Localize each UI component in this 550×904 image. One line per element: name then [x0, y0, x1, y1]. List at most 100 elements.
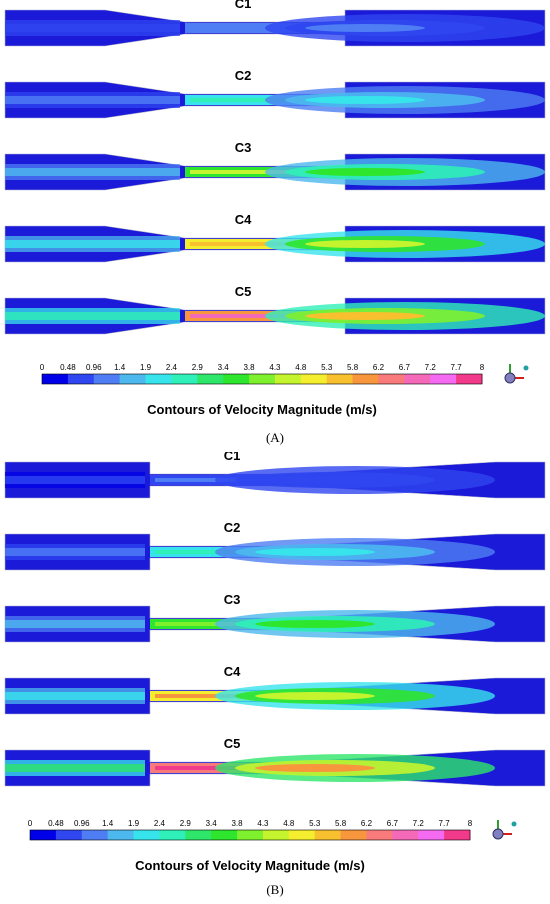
colorbar-segment — [444, 830, 471, 840]
colorbar-tick-label: 4.8 — [295, 363, 307, 372]
case-label: C3 — [224, 592, 241, 607]
contour-case-c4: C4 — [4, 664, 546, 715]
colorbar-title: Contours of Velocity Magnitude (m/s) — [147, 402, 377, 417]
colorbar-segment — [237, 830, 264, 840]
colorbar-tick-label: 1.4 — [114, 363, 126, 372]
colorbar-segment — [430, 374, 457, 384]
colorbar-segment — [145, 374, 172, 384]
colorbar-tick-label: 6.7 — [387, 819, 399, 828]
inlet-center — [5, 24, 180, 32]
colorbar-tick-label: 8 — [468, 819, 473, 828]
colorbar-tick-label: 0.48 — [60, 363, 76, 372]
contour-case-c1: C1 — [4, 452, 546, 499]
colorbar: 0 0.48 0.96 1.4 1.9 2.4 2.9 3.4 3.8 4.3 4.8 5.3 5.8 6… — [28, 819, 517, 873]
colorbar-segment — [392, 830, 419, 840]
colorbar-segment — [119, 374, 147, 384]
case-label: C2 — [235, 68, 252, 83]
colorbar-segment — [223, 374, 250, 384]
contour-case-c2: C2 — [4, 68, 546, 119]
colorbar-tick-label: 7.2 — [425, 363, 437, 372]
colorbar-tick-label: 5.3 — [309, 819, 321, 828]
colorbar-segment — [326, 374, 354, 384]
case-label: C2 — [224, 520, 241, 535]
colorbar-tick-label: 5.3 — [321, 363, 333, 372]
colorbar-tick-label: 2.4 — [166, 363, 178, 372]
colorbar-segment — [249, 374, 276, 384]
inlet-center — [5, 548, 145, 556]
outlet-plume-core — [255, 692, 375, 700]
inlet-center — [5, 96, 180, 104]
case-label: C5 — [224, 736, 241, 751]
contour-case-c1: C1 — [4, 0, 546, 47]
colorbar-segment — [67, 374, 95, 384]
colorbar-segment — [93, 374, 121, 384]
contour-case-c3: C3 — [4, 140, 546, 191]
colorbar-tick-label: 5.8 — [335, 819, 347, 828]
inlet-center — [5, 620, 145, 628]
colorbar-tick-label: 3.8 — [243, 363, 255, 372]
colorbar-tick-label: 4.3 — [269, 363, 281, 372]
colorbar-tick-label: 0.48 — [48, 819, 64, 828]
inlet-center — [5, 764, 145, 772]
colorbar-segment — [340, 830, 367, 840]
colorbar-segment — [30, 830, 57, 840]
colorbar-tick-label: 4.8 — [283, 819, 295, 828]
colorbar-tick-label: 8 — [480, 363, 485, 372]
colorbar-tick-label: 0 — [28, 819, 33, 828]
panel-b: C1 C2 C3 C4 C5 0 0.48 0.96 1.4 1.9 2.4 2.9 3.4 3.8 4.3… — [0, 452, 550, 904]
outlet-plume-core — [255, 620, 375, 628]
outlet-plume-core — [305, 312, 425, 320]
inlet-center — [5, 476, 145, 484]
outlet-plume-core — [255, 764, 375, 772]
axis-triad-icon — [492, 820, 517, 840]
colorbar-frame — [29, 829, 471, 841]
colorbar-tick-label: 6.7 — [399, 363, 411, 372]
colorbar-tick-label: 4.3 — [257, 819, 269, 828]
colorbar-tick-label: 7.2 — [413, 819, 425, 828]
colorbar-segment — [378, 374, 405, 384]
colorbar-segment — [171, 374, 198, 384]
colorbar-tick-label: 2.9 — [192, 363, 204, 372]
colorbar-segment — [300, 374, 328, 384]
colorbar-tick-label: 0.96 — [86, 363, 102, 372]
colorbar-segment — [107, 830, 135, 840]
colorbar-tick-label: 7.7 — [439, 819, 451, 828]
panel-a: C1 C2 C3 C4 C5 0 0.48 0.96 1.4 1.9 2.4 2.9 3.4 3.8 4.3… — [0, 0, 550, 450]
colorbar-segment — [159, 830, 186, 840]
colorbar-tick-label: 0 — [40, 363, 45, 372]
colorbar-segment — [211, 830, 238, 840]
colorbar-title: Contours of Velocity Magnitude (m/s) — [135, 858, 365, 873]
contour-case-c4: C4 — [4, 212, 546, 263]
colorbar: 0 0.48 0.96 1.4 1.9 2.4 2.9 3.4 3.8 4.3 4.8 5.3 5.8 6… — [40, 363, 529, 417]
colorbar-frame — [41, 373, 483, 385]
case-label: C1 — [224, 452, 241, 463]
colorbar-tick-label: 5.8 — [347, 363, 359, 372]
colorbar-segment — [314, 830, 342, 840]
colorbar-tick-label: 2.9 — [180, 819, 192, 828]
colorbar-tick-label: 3.8 — [231, 819, 243, 828]
colorbar-segment — [133, 830, 160, 840]
colorbar-tick-label: 6.2 — [361, 819, 373, 828]
colorbar-segment — [366, 830, 393, 840]
outlet-plume-core — [305, 240, 425, 248]
colorbar-tick-label: 1.9 — [128, 819, 140, 828]
colorbar-tick-label: 1.9 — [140, 363, 152, 372]
case-label: C5 — [235, 284, 252, 299]
colorbar-tick-label: 3.4 — [206, 819, 218, 828]
inlet-center — [5, 168, 180, 176]
inlet-center — [5, 240, 180, 248]
case-label: C3 — [235, 140, 252, 155]
inlet-center — [5, 312, 180, 320]
outlet-plume-core — [255, 476, 375, 484]
outlet-plume-core — [305, 96, 425, 104]
colorbar-segment — [42, 374, 69, 384]
outlet-plume-core — [305, 168, 425, 176]
colorbar-segment — [418, 830, 445, 840]
colorbar-segment — [81, 830, 109, 840]
colorbar-tick-label: 1.4 — [102, 819, 114, 828]
colorbar-segment — [274, 374, 302, 384]
panel-b-figure: C1 C2 C3 C4 C5 0 0.48 0.96 1.4 1.9 2.4 2.9 3.4 3.8 4.3… — [4, 452, 546, 873]
panel-b-label: (B) — [266, 882, 284, 897]
colorbar-segment — [55, 830, 83, 840]
panel-a-label: (A) — [265, 430, 285, 445]
